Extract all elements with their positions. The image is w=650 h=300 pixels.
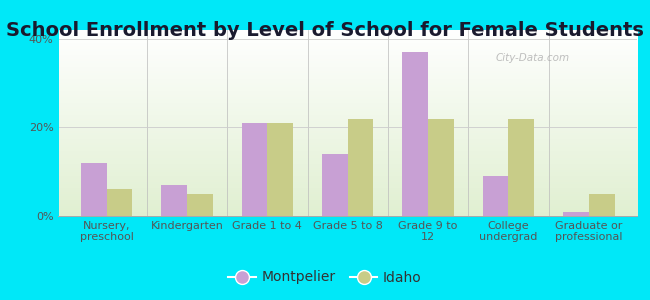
Bar bbox=[267, 123, 293, 216]
Text: City-Data.com: City-Data.com bbox=[496, 53, 570, 63]
Bar bbox=[107, 189, 133, 216]
Bar bbox=[563, 212, 589, 216]
Bar bbox=[589, 194, 614, 216]
Bar bbox=[508, 118, 534, 216]
Bar bbox=[322, 154, 348, 216]
Bar bbox=[81, 163, 107, 216]
Bar bbox=[428, 118, 454, 216]
Text: School Enrollment by Level of School for Female Students: School Enrollment by Level of School for… bbox=[6, 21, 644, 40]
Bar bbox=[161, 185, 187, 216]
Bar bbox=[187, 194, 213, 216]
Bar bbox=[483, 176, 508, 216]
Bar bbox=[402, 52, 428, 216]
Legend: Montpelier, Idaho: Montpelier, Idaho bbox=[223, 265, 427, 290]
Bar bbox=[348, 118, 374, 216]
Bar bbox=[242, 123, 267, 216]
